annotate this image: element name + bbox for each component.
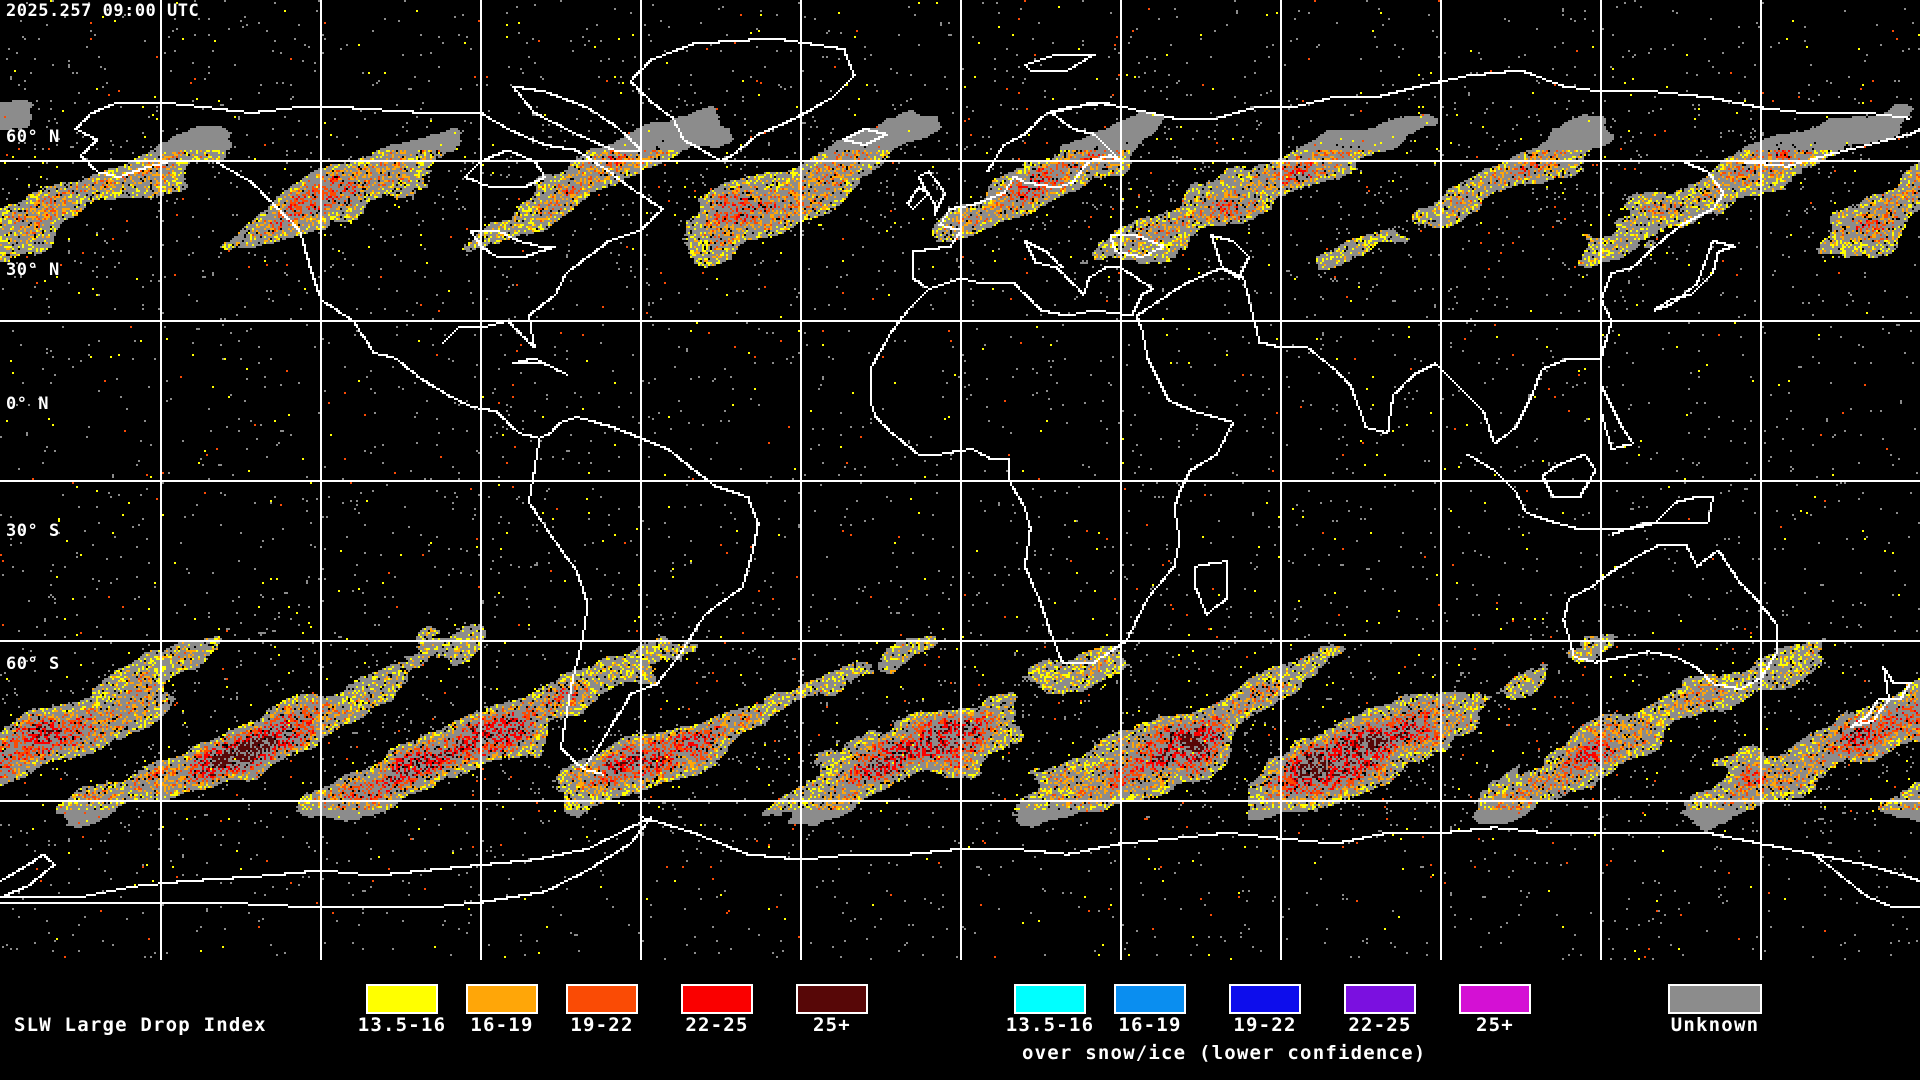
legend-label-snow-16-19: 16-19	[1118, 1014, 1182, 1036]
legend-label-snow-22-25: 22-25	[1348, 1014, 1412, 1036]
snow-ice-caption: over snow/ice (lower confidence)	[1022, 1042, 1427, 1064]
legend-label-clear-13.5-16: 13.5-16	[357, 1014, 447, 1036]
legend-label-snow-13.5-16: 13.5-16	[1005, 1014, 1095, 1036]
legend-swatch-unknown[interactable]	[1668, 984, 1762, 1014]
legend-label-clear-25plus: 25+	[813, 1014, 851, 1036]
legend-swatch-clear-19-22[interactable]	[566, 984, 638, 1014]
legend-swatch-snow-25plus[interactable]	[1459, 984, 1531, 1014]
lat-label-60n: 60° N	[6, 127, 60, 147]
lat-label-0n: 0° N	[6, 394, 49, 414]
legend-panel: SLW Large Drop Index 13.5-16 16-19 19-22…	[0, 960, 1920, 1080]
legend-label-clear-22-25: 22-25	[685, 1014, 749, 1036]
legend-label-snow-19-22: 19-22	[1233, 1014, 1297, 1036]
legend-label-snow-25plus: 25+	[1476, 1014, 1514, 1036]
legend-swatch-snow-13.5-16[interactable]	[1014, 984, 1086, 1014]
legend-swatch-clear-25plus[interactable]	[796, 984, 868, 1014]
legend-swatch-clear-13.5-16[interactable]	[366, 984, 438, 1014]
legend-swatch-snow-19-22[interactable]	[1229, 984, 1301, 1014]
legend-label-clear-16-19: 16-19	[470, 1014, 534, 1036]
legend-title: SLW Large Drop Index	[14, 1014, 267, 1036]
global-map-panel[interactable]: 2025.257 09:00 UTC 60° N 30° N 0° N 30° …	[0, 0, 1920, 960]
legend-swatch-clear-22-25[interactable]	[681, 984, 753, 1014]
timestamp-label: 2025.257 09:00 UTC	[6, 1, 200, 21]
lat-label-30s: 30° S	[6, 521, 60, 541]
legend-swatch-snow-22-25[interactable]	[1344, 984, 1416, 1014]
legend-label-clear-19-22: 19-22	[570, 1014, 634, 1036]
lat-label-30n: 30° N	[6, 260, 60, 280]
satellite-data-map-canvas[interactable]	[0, 0, 1920, 960]
lat-label-60s: 60° S	[6, 654, 60, 674]
legend-swatch-clear-16-19[interactable]	[466, 984, 538, 1014]
legend-label-unknown: Unknown	[1670, 1014, 1760, 1036]
legend-swatch-snow-16-19[interactable]	[1114, 984, 1186, 1014]
